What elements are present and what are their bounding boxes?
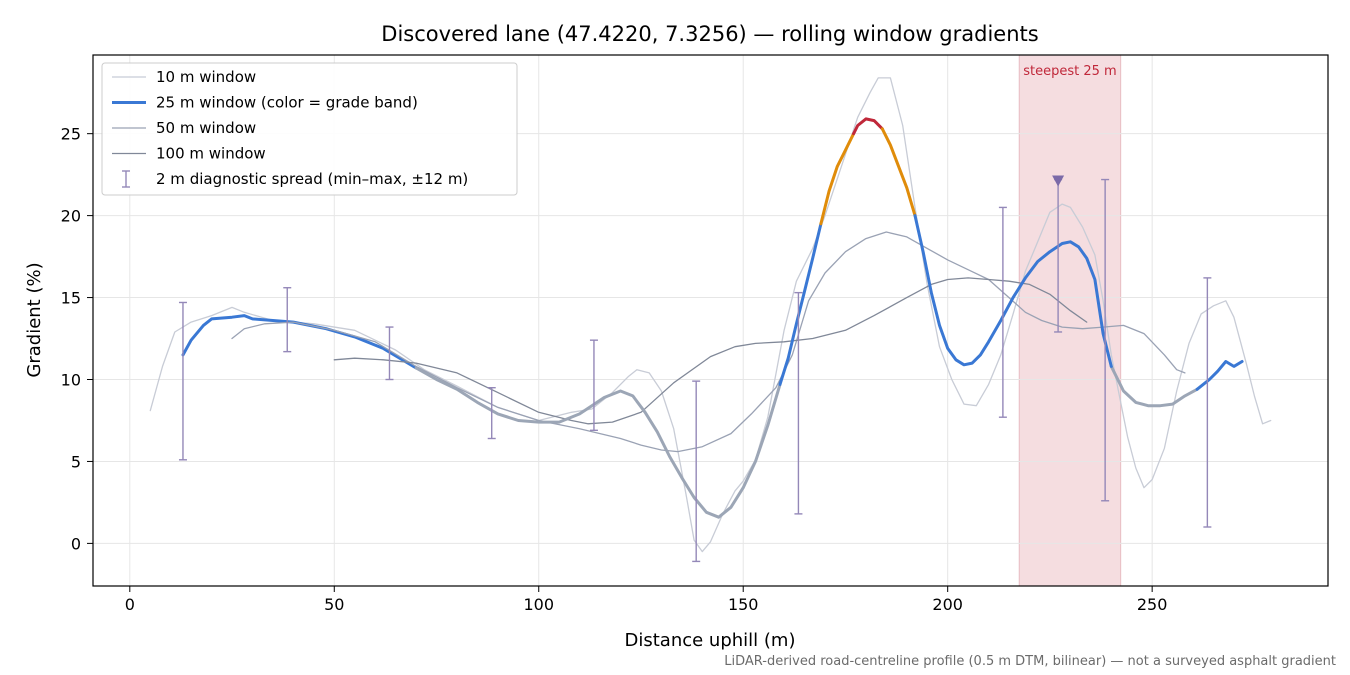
y-tick-label: 20 bbox=[61, 207, 81, 226]
series-layer bbox=[149, 77, 1272, 553]
steepest-label: steepest 25 m bbox=[1023, 64, 1116, 79]
legend-label: 2 m diagnostic spread (min–max, ±12 m) bbox=[156, 170, 468, 188]
series-line-25-m-window-orange bbox=[880, 127, 917, 218]
series-line-25-m-window-blue bbox=[778, 222, 823, 386]
series-line-10-m-window bbox=[149, 77, 1272, 553]
x-axis: 0 50 100 150 200 250 bbox=[125, 586, 1168, 614]
highlight-layer: steepest 25 m bbox=[1018, 54, 1122, 587]
series-line-25-m-window-grey bbox=[1109, 364, 1199, 408]
x-tick-label: 150 bbox=[728, 595, 759, 614]
y-tick-label: 5 bbox=[71, 452, 81, 471]
legend-box bbox=[101, 62, 518, 196]
series-line-25-m-window-red bbox=[852, 117, 884, 136]
legend-label: 50 m window bbox=[156, 119, 256, 137]
series-line-25-m-window-orange bbox=[819, 132, 856, 226]
errorbar-layer bbox=[178, 178, 1212, 563]
series-line-25-m-window-grey bbox=[414, 366, 782, 519]
y-tick-label: 0 bbox=[71, 534, 81, 553]
legend-label: 10 m window bbox=[156, 68, 256, 86]
x-tick-label: 200 bbox=[932, 595, 963, 614]
legend-label: 100 m window bbox=[156, 145, 266, 163]
legend: 10 m window 25 m window (color = grade ba… bbox=[101, 62, 518, 196]
x-tick-label: 50 bbox=[324, 595, 344, 614]
y-axis-label: Gradient (%) bbox=[24, 262, 45, 377]
x-axis-label: Distance uphill (m) bbox=[625, 630, 796, 651]
legend-label: 25 m window (color = grade band) bbox=[156, 94, 418, 112]
series-line-25-m-window-color-grade-band bbox=[181, 314, 418, 370]
series-line-50-m-window bbox=[231, 231, 1186, 453]
steepest-band bbox=[1018, 54, 1122, 587]
footnote: LiDAR-derived road-centreline profile (0… bbox=[724, 654, 1336, 669]
y-tick-label: 15 bbox=[61, 289, 81, 308]
series-line-25-m-window-blue bbox=[913, 214, 1113, 368]
y-tick-label: 10 bbox=[61, 371, 81, 390]
series-line-100-m-window bbox=[333, 277, 1088, 425]
y-axis: 0 5 10 15 20 25 bbox=[61, 125, 93, 553]
y-tick-label: 25 bbox=[61, 125, 81, 144]
x-tick-label: 100 bbox=[523, 595, 554, 614]
x-tick-label: 0 bbox=[125, 595, 135, 614]
x-tick-label: 250 bbox=[1137, 595, 1168, 614]
steepest-marker bbox=[1052, 175, 1065, 187]
plot-frame bbox=[92, 54, 1329, 587]
chart-title: Discovered lane (47.4220, 7.3256) — roll… bbox=[381, 22, 1038, 46]
